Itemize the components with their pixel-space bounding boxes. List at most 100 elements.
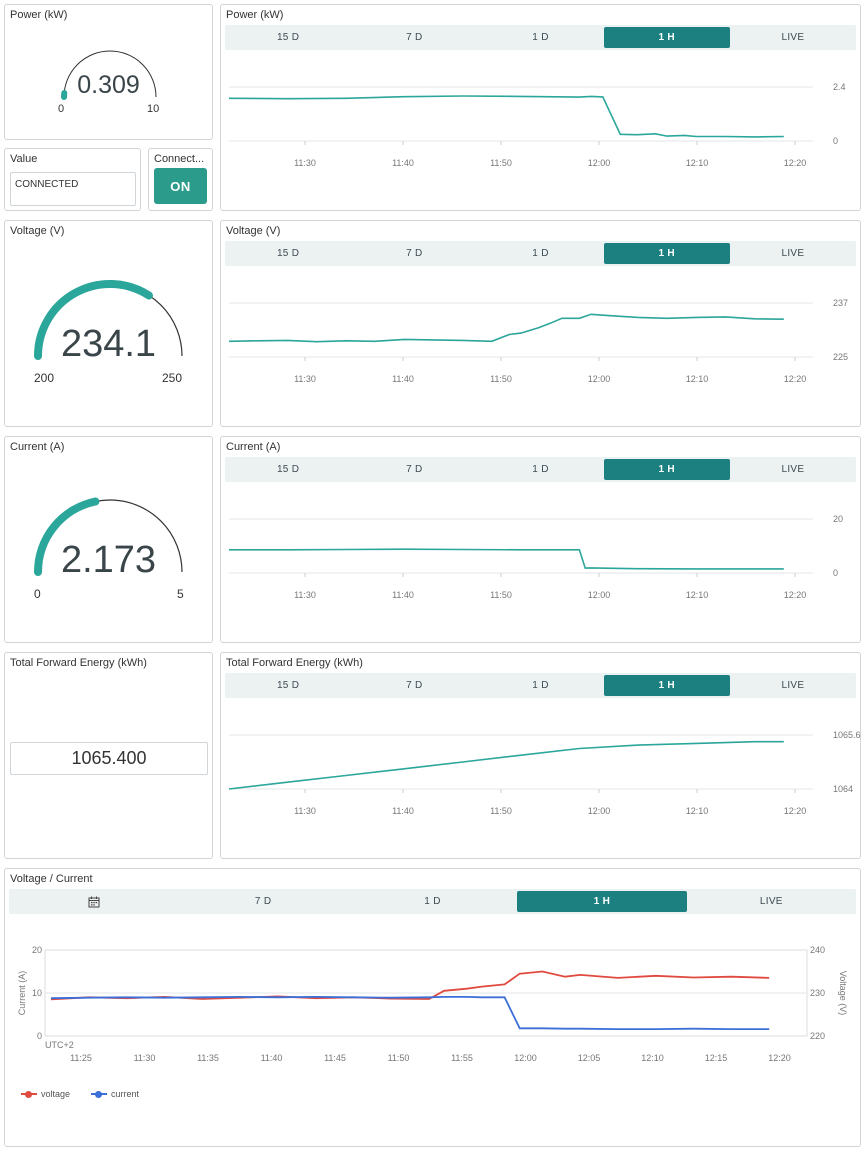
current-gauge-max: 5 (177, 587, 184, 601)
x-tick-label: 12:00 (588, 806, 611, 816)
power-gauge-min: 0 (58, 103, 65, 115)
current-chart-title: Current (A) (226, 441, 281, 453)
series-line (228, 95, 784, 138)
tab-7d[interactable]: 7 D (254, 896, 272, 907)
tab-live[interactable]: LIVE (759, 896, 783, 907)
combo-chart-title: Voltage / Current (10, 873, 93, 885)
legend-voltage[interactable]: voltage (21, 1089, 70, 1099)
tab-1d[interactable]: 1 D (532, 32, 549, 43)
tab-1d[interactable]: 1 D (532, 680, 549, 691)
current-series-line (50, 995, 770, 1031)
energy-chart-title: Total Forward Energy (kWh) (226, 657, 363, 669)
tab-15d[interactable]: 15 D (276, 32, 300, 43)
y-left-tick-label: 20 (32, 945, 42, 955)
value-widget-title: Value (10, 153, 38, 165)
series-line (229, 548, 784, 570)
x-tick-label: 12:00 (588, 374, 611, 384)
current-gauge-card: Current (A) 2.173 0 5 (4, 436, 213, 643)
tab-15d[interactable]: 15 D (276, 464, 300, 475)
y-left-axis-label: Current (A) (17, 971, 27, 1016)
tab-live[interactable]: LIVE (781, 32, 805, 43)
tab-1h[interactable]: 1 H (517, 891, 687, 912)
tab-1h[interactable]: 1 H (603, 243, 730, 264)
switch-widget-card: Connect... ON (148, 148, 213, 211)
y-tick-label: 237 (833, 298, 848, 308)
value-widget-card: Value CONNECTED (4, 148, 141, 211)
current-chart-range-tabs: 15 D 7 D 1 D 1 H LIVE (225, 457, 856, 482)
legend-voltage-swatch (21, 1090, 37, 1098)
x-tick-label: 12:00 (514, 1053, 537, 1063)
on-switch-button[interactable]: ON (154, 168, 207, 204)
y-tick-label: 225 (833, 352, 848, 362)
tab-live[interactable]: LIVE (781, 248, 805, 259)
x-tick-label: 12:20 (784, 590, 807, 600)
power-gauge-arc (61, 50, 157, 100)
tab-1h[interactable]: 1 H (603, 459, 730, 480)
x-tick-label: 12:10 (686, 374, 709, 384)
power-gauge-title: Power (kW) (10, 9, 68, 21)
x-tick-label: 11:30 (294, 590, 316, 600)
y-tick-label: 20 (833, 514, 843, 524)
tab-1h[interactable]: 1 H (603, 675, 730, 696)
tab-1d[interactable]: 1 D (424, 896, 441, 907)
power-line-chart: 2.4 0 11:30 11:40 11:50 12:00 12:10 12:20 (228, 82, 846, 168)
tab-1d[interactable]: 1 D (532, 464, 549, 475)
voltage-chart-card: Voltage (V) 15 D 7 D 1 D 1 H LIVE 237 225… (220, 220, 861, 427)
voltage-gauge-min: 200 (34, 371, 55, 385)
x-tick-label: 11:30 (294, 374, 316, 384)
y-left-tick-label: 10 (32, 988, 42, 998)
energy-value-field: 1065.400 (10, 742, 208, 775)
tab-live[interactable]: LIVE (781, 464, 805, 475)
tab-live[interactable]: LIVE (781, 680, 805, 691)
legend-voltage-label: voltage (41, 1089, 71, 1099)
x-tick-label: 12:00 (588, 158, 611, 168)
x-tick-label: 11:25 (70, 1053, 92, 1063)
x-tick-label: 11:35 (197, 1053, 219, 1063)
x-tick-label: 11:50 (388, 1053, 410, 1063)
tab-1d[interactable]: 1 D (532, 248, 549, 259)
x-tick-label: 12:20 (768, 1053, 791, 1063)
voltage-current-chart: 20 240 10 230 0 220 Current (A) Voltage (V) UTC+… (17, 945, 848, 1063)
x-tick-label: 11:30 (294, 158, 316, 168)
tab-1h[interactable]: 1 H (603, 27, 730, 48)
voltage-gauge-arc (34, 280, 183, 360)
voltage-gauge-value: 234.1 (60, 323, 157, 365)
x-tick-label: 11:50 (490, 806, 512, 816)
power-gauge-card: Power (kW) 0.309 0 10 (4, 4, 213, 140)
x-tick-label: 12:20 (784, 374, 807, 384)
combo-chart-card: Voltage / Current 7 D 1 D 1 H LIVE 20 240… (4, 868, 861, 1147)
x-tick-label: 11:50 (490, 158, 512, 168)
y-tick-label: 1064 (833, 784, 853, 794)
y-left-tick-label: 0 (37, 1031, 42, 1041)
energy-chart-card: Total Forward Energy (kWh) 15 D 7 D 1 D … (220, 652, 861, 859)
x-tick-label: 12:20 (784, 806, 807, 816)
energy-chart-range-tabs: 15 D 7 D 1 D 1 H LIVE (225, 673, 856, 698)
calendar-icon (88, 896, 100, 907)
switch-widget-title: Connect... (154, 153, 205, 165)
x-tick-label: 12:10 (641, 1053, 664, 1063)
x-tick-label: 11:40 (392, 374, 414, 384)
y-tick-label: 0 (833, 136, 838, 146)
tab-7d[interactable]: 7 D (406, 464, 423, 475)
value-widget-field[interactable]: CONNECTED (10, 172, 136, 206)
y-tick-label: 0 (833, 568, 838, 578)
legend-current[interactable]: current (91, 1089, 139, 1099)
x-tick-label: 11:55 (451, 1053, 473, 1063)
current-gauge-value: 2.173 (60, 539, 157, 581)
tab-15d[interactable]: 15 D (276, 680, 300, 691)
voltage-gauge-max: 250 (162, 371, 183, 385)
x-tick-label: 12:10 (686, 806, 709, 816)
energy-line-chart: 1065.6 1064 11:30 11:40 11:50 12:00 12:10 12:20 (228, 730, 861, 816)
y-tick-label: 2.4 (833, 82, 846, 92)
x-tick-label: 11:40 (392, 590, 414, 600)
x-tick-label: 12:00 (588, 590, 611, 600)
tab-7d[interactable]: 7 D (406, 32, 423, 43)
tab-7d[interactable]: 7 D (406, 248, 423, 259)
tab-15d[interactable]: 15 D (276, 248, 300, 259)
tab-7d[interactable]: 7 D (406, 680, 423, 691)
y-right-tick-label: 220 (810, 1031, 825, 1041)
legend-current-swatch (91, 1090, 107, 1098)
tab-calendar[interactable] (9, 889, 178, 914)
series-line (228, 313, 784, 343)
voltage-chart-title: Voltage (V) (226, 225, 281, 237)
